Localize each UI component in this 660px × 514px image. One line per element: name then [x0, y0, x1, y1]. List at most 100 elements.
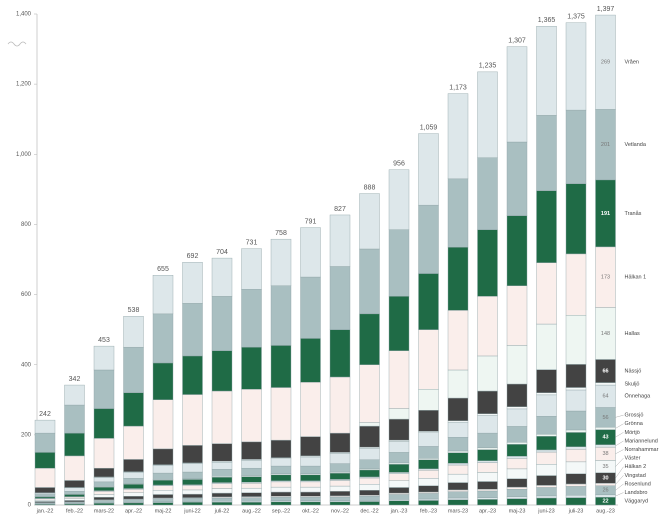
bar-segment	[93, 500, 115, 503]
bar-segment	[34, 492, 56, 495]
bar-segment	[506, 285, 528, 346]
bar-segment	[182, 485, 203, 491]
bar-segment	[447, 482, 469, 491]
bar-segment	[270, 474, 292, 482]
bar-segment	[359, 490, 380, 496]
segment-label: 30	[602, 475, 608, 481]
y-tick-label: 0	[28, 503, 32, 509]
total-label: 655	[157, 266, 169, 273]
segment-label: 173	[601, 275, 610, 281]
bar-segment	[418, 498, 439, 501]
total-label: 692	[187, 253, 199, 260]
axis-break	[7, 41, 27, 47]
segment-label: 269	[601, 60, 610, 66]
bar-segment	[565, 109, 587, 184]
segment-label: 148	[601, 331, 610, 337]
bar-segment	[359, 484, 380, 491]
bar-segment	[359, 469, 380, 478]
bar-segment	[123, 459, 144, 472]
bar-segment	[477, 490, 498, 498]
bar-segment	[447, 497, 469, 500]
bar-segment	[506, 458, 528, 470]
x-tick-label: okt.-22	[302, 508, 319, 514]
bar-segment	[388, 472, 410, 474]
segment-label: 56	[602, 415, 608, 421]
segment-label: 66	[602, 368, 608, 374]
bar-segment	[93, 369, 115, 409]
x-tick-label: juni-22	[183, 508, 201, 514]
bar-segment	[241, 289, 262, 348]
bar-segment	[418, 470, 439, 479]
legend-label: Grossjö	[625, 413, 644, 419]
total-label: 1,397	[597, 6, 615, 13]
bar-segment	[300, 276, 321, 339]
bar-segment	[93, 481, 115, 487]
bar-segment	[241, 460, 262, 469]
bar-segment	[300, 501, 321, 506]
total-label: 1,307	[508, 37, 526, 44]
bar-segment	[565, 389, 587, 412]
total-label: 1,173	[449, 84, 467, 91]
bar-segment	[565, 461, 587, 474]
bar-segment	[536, 485, 557, 488]
bar-segment	[359, 447, 380, 460]
bar-segment	[300, 227, 321, 278]
bar-segment	[536, 115, 557, 191]
bar-segment	[447, 310, 469, 371]
bar-segment	[34, 498, 56, 501]
bar-segment	[536, 449, 557, 453]
bar-segment	[270, 439, 292, 458]
bar-segment	[123, 316, 144, 348]
bar-segment	[270, 486, 292, 493]
x-tick-label: feb.-22	[66, 508, 83, 514]
bar-segment	[300, 491, 321, 497]
x-tick-label: juli-23	[568, 508, 584, 514]
legend-label: Väster	[625, 456, 641, 462]
bar-segment	[477, 499, 498, 506]
bar-segment	[34, 467, 56, 488]
bar-segment	[565, 387, 587, 391]
bar-segment	[418, 459, 439, 470]
total-label: 731	[246, 239, 258, 246]
bar-segment	[329, 472, 351, 480]
bar-segment	[152, 313, 174, 364]
x-tick-label: sep.-22	[272, 508, 290, 514]
total-label: 1,059	[420, 124, 438, 131]
bar-segment	[182, 501, 203, 506]
bar-segment	[477, 229, 498, 297]
legend-label: Rosenlund	[625, 481, 651, 487]
bar-segment	[418, 493, 439, 500]
bar-segment	[300, 497, 321, 501]
bar-segment	[93, 503, 115, 506]
bar-segment	[270, 238, 292, 287]
bar-segment	[418, 329, 439, 390]
bar-segment	[211, 390, 233, 444]
x-tick-label: juli-22	[214, 508, 230, 514]
bar-segment	[152, 498, 174, 503]
bar-segment	[388, 487, 410, 494]
bar-segment	[64, 404, 85, 434]
bar-segment	[211, 350, 233, 392]
total-label: 342	[69, 376, 81, 383]
bar-segment	[93, 345, 115, 371]
bar-segment	[270, 285, 292, 346]
bar-segment	[182, 479, 203, 485]
bar-segment	[241, 389, 262, 443]
bar-segment	[506, 489, 528, 497]
x-tick-label: apr.-22	[125, 508, 142, 514]
bar-segment	[152, 448, 174, 465]
segment-label: 201	[601, 142, 610, 148]
total-label: 888	[364, 184, 376, 191]
bar-segment	[565, 183, 587, 255]
bar-segment	[359, 422, 380, 427]
bar-segment	[595, 494, 616, 498]
bar-segment	[64, 384, 85, 406]
bar-segment	[300, 436, 321, 457]
bar-segment	[477, 460, 498, 463]
bar-segment	[270, 465, 292, 474]
bar-segment	[447, 178, 469, 248]
bar-segment	[388, 169, 410, 230]
bar-segment	[152, 275, 174, 315]
leader-line	[615, 414, 624, 418]
legend-label: Hälkan 1	[625, 275, 647, 281]
